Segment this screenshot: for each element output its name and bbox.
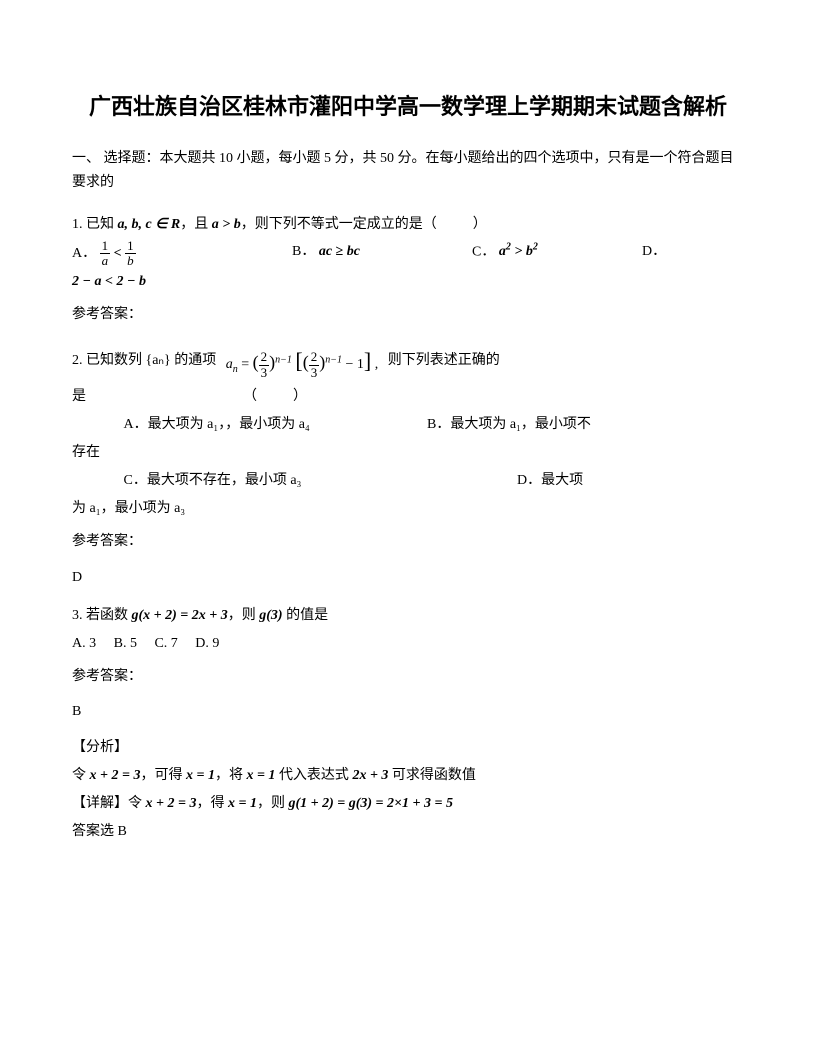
q3-an-a: 令 bbox=[72, 768, 86, 783]
q3-de-m1: ，得 bbox=[196, 796, 224, 811]
q2-optD-cont: 为 a₁，最小项为 a₃ bbox=[72, 495, 744, 523]
q1-opt-c: C． a2 > b2 bbox=[472, 239, 642, 269]
q3-an-m3: 代入表达式 bbox=[279, 768, 349, 783]
q2-paren: （ bbox=[243, 389, 257, 404]
q2-prefix: 2. 已知数列 {aₙ} 的通项 bbox=[72, 354, 216, 369]
section-intro: 一、 选择题：本大题共 10 小题，每小题 5 分，共 50 分。在每小题给出的… bbox=[72, 147, 744, 195]
q3-expr2: g(3) bbox=[259, 608, 282, 623]
q1-optD-expr-line: 2 − a < 2 − b bbox=[72, 268, 744, 296]
q3-mid: ，则 bbox=[228, 608, 256, 623]
question-2: 2. 已知数列 {aₙ} 的通项 an = (23)n−1 [(23)n−1 −… bbox=[72, 339, 744, 589]
q1-opt-d: D． bbox=[642, 239, 722, 269]
q2-answer: D bbox=[72, 565, 744, 590]
q3-final: 答案选 B bbox=[72, 818, 744, 846]
q3-prefix: 3. 若函数 bbox=[72, 608, 128, 623]
q2-optC: C．最大项不存在，最小项 a₃ bbox=[124, 467, 514, 495]
q3-detail-label: 【详解】令 bbox=[72, 796, 142, 811]
q3-an-e4: 2x + 3 bbox=[352, 768, 391, 783]
q1-optB-label: B． bbox=[292, 244, 315, 259]
q3-analysis-label: 【分析】 bbox=[72, 734, 744, 762]
q1-optC-label: C． bbox=[472, 244, 495, 259]
q2-line2: 是 （ ） bbox=[72, 383, 744, 411]
q3-answer-label: 参考答案： bbox=[72, 664, 744, 689]
q1-cond2: a > b bbox=[212, 217, 241, 232]
q2-paren-close: ） bbox=[293, 389, 307, 404]
q1-opt-b: B． ac ≥ bc bbox=[292, 239, 472, 269]
q2-answer-label: 参考答案： bbox=[72, 529, 744, 554]
q3-tail: 的值是 bbox=[286, 608, 328, 623]
q2-opts-row1: A．最大项为 a₁，，最小项为 a₄ B．最大项为 a₁，最小项不 bbox=[72, 411, 744, 439]
q1-prefix: 1. 已知 bbox=[72, 217, 114, 232]
q1-tail: ，则下列不等式一定成立的是（ bbox=[241, 217, 437, 232]
q1-optD-expr: 2 − a < 2 − b bbox=[72, 274, 146, 289]
q2-optA: A．最大项为 a₁，，最小项为 a₄ bbox=[124, 411, 424, 439]
question-1: 1. 已知 a, b, c ∈ R，且 a > b，则下列不等式一定成立的是（ ）… bbox=[72, 211, 744, 328]
q3-an-e1: x + 2 = 3 bbox=[90, 768, 141, 783]
q3-stem: 3. 若函数 g(x + 2) = 2x + 3，则 g(3) 的值是 bbox=[72, 602, 744, 630]
q1-optA-label: A． bbox=[72, 246, 96, 261]
q2-opts-row2: C．最大项不存在，最小项 a₃ D．最大项 bbox=[72, 467, 744, 495]
q3-de-m2: ，则 bbox=[257, 796, 285, 811]
q3-de-e3: g(1 + 2) = g(3) = 2×1 + 3 = 5 bbox=[288, 796, 453, 811]
q2-line2-text: 是 bbox=[72, 389, 86, 404]
q1-optC-expr: a2 > b2 bbox=[499, 244, 538, 259]
q3-detail: 【详解】令 x + 2 = 3，得 x = 1，则 g(1 + 2) = g(3… bbox=[72, 790, 744, 818]
q1-optD-label: D． bbox=[642, 244, 666, 259]
q2-formula: an = (23)n−1 [(23)n−1 − 1] , bbox=[226, 339, 378, 383]
q1-mid: ，且 bbox=[180, 217, 208, 232]
q1-optA-expr: 1a < 1b bbox=[100, 239, 136, 269]
q1-options: A． 1a < 1b B． ac ≥ bc C． a2 > b2 D． bbox=[72, 239, 744, 269]
q2-optB-cont: 存在 bbox=[72, 439, 744, 467]
q3-an-m1: ，可得 bbox=[140, 768, 182, 783]
q1-cond1: a, b, c ∈ R bbox=[114, 217, 180, 232]
q3-expr1: g(x + 2) = 2x + 3 bbox=[132, 608, 228, 623]
q2-stem: 2. 已知数列 {aₙ} 的通项 an = (23)n−1 [(23)n−1 −… bbox=[72, 339, 744, 383]
q3-an-t1: 可求得函数值 bbox=[392, 768, 476, 783]
q3-an-e2: x = 1 bbox=[186, 768, 215, 783]
q2-optB: B．最大项为 a₁，最小项不 bbox=[427, 417, 591, 432]
q3-an-e3: x = 1 bbox=[246, 768, 278, 783]
question-3: 3. 若函数 g(x + 2) = 2x + 3，则 g(3) 的值是 A. 3… bbox=[72, 602, 744, 846]
q3-answer: B bbox=[72, 699, 744, 724]
q2-mid: 则下列表述正确的 bbox=[388, 354, 500, 369]
q3-analysis-line1: 令 x + 2 = 3，可得 x = 1，将 x = 1 代入表达式 2x + … bbox=[72, 762, 744, 790]
page-title: 广西壮族自治区桂林市灌阳中学高一数学理上学期期末试题含解析 bbox=[72, 90, 744, 123]
q1-optB-expr: ac ≥ bc bbox=[319, 244, 360, 259]
q3-de-e1: x + 2 = 3 bbox=[146, 796, 197, 811]
q3-opts: A. 3 B. 5 C. 7 D. 9 bbox=[72, 630, 744, 658]
q1-answer-label: 参考答案： bbox=[72, 302, 744, 327]
q3-an-m2: ，将 bbox=[215, 768, 243, 783]
q1-paren-close: ） bbox=[473, 217, 487, 232]
q1-opt-a: A． 1a < 1b bbox=[72, 239, 292, 269]
q3-de-e2: x = 1 bbox=[228, 796, 257, 811]
q2-optD: D．最大项 bbox=[517, 473, 583, 488]
q1-stem: 1. 已知 a, b, c ∈ R，且 a > b，则下列不等式一定成立的是（ ） bbox=[72, 211, 744, 239]
